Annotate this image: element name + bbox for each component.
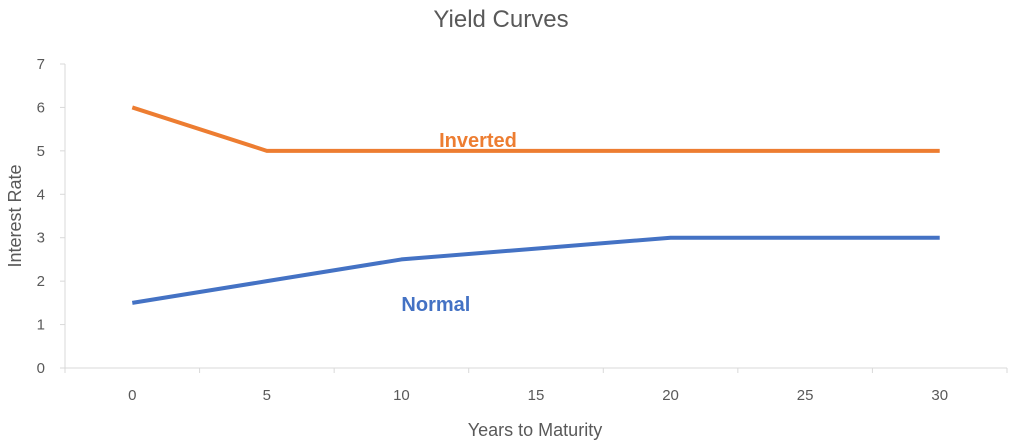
x-tick-label: 10 <box>393 387 410 404</box>
x-tick-label: 25 <box>797 387 814 404</box>
x-tick-label: 0 <box>128 387 136 404</box>
y-tick-label: 1 <box>37 317 45 334</box>
series-layer <box>131 105 940 305</box>
series-label-normal: Normal <box>401 294 470 316</box>
series-label-inverted: Inverted <box>439 130 517 152</box>
chart-title: Yield Curves <box>433 6 568 33</box>
y-tick-label: 7 <box>37 56 45 73</box>
x-axis-title: Years to Maturity <box>468 420 602 440</box>
y-tick-label: 5 <box>37 143 45 160</box>
y-tick-label: 3 <box>37 230 45 247</box>
x-tick-label: 20 <box>662 387 679 404</box>
series-line-inverted <box>131 105 940 153</box>
axes <box>64 64 1007 369</box>
y-axis-ticks: 0 1 2 3 4 5 6 7 <box>37 56 65 377</box>
x-tick-label: 5 <box>263 387 271 404</box>
y-tick-label: 0 <box>37 360 45 377</box>
series-line-normal <box>131 235 940 305</box>
y-tick-label: 2 <box>37 273 45 290</box>
x-axis-ticks: 0 5 10 15 20 25 30 <box>64 368 1008 404</box>
y-tick-label: 4 <box>37 186 45 203</box>
series-labels: Inverted Normal <box>401 130 516 316</box>
y-axis-title: Interest Rate <box>5 164 25 267</box>
x-tick-label: 30 <box>931 387 948 404</box>
y-tick-label: 6 <box>37 99 45 116</box>
x-tick-label: 15 <box>528 387 545 404</box>
